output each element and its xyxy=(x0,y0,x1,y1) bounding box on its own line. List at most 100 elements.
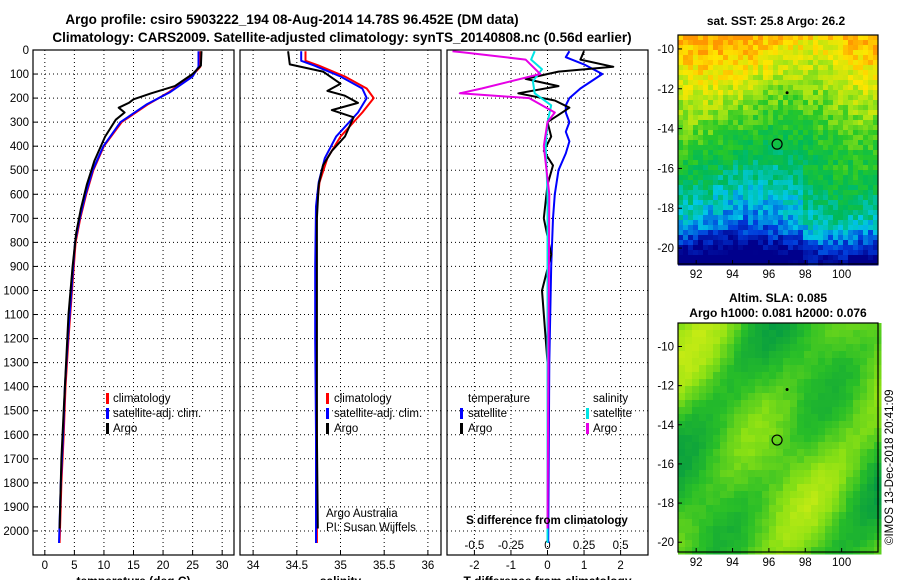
heatmap-cell xyxy=(863,140,869,146)
heatmap-cell xyxy=(703,160,709,166)
heatmap-cell xyxy=(713,35,719,41)
heatmap-cell xyxy=(783,210,789,216)
heatmap-cell xyxy=(698,40,704,46)
heatmap-cell xyxy=(818,260,824,266)
heatmap-cell xyxy=(693,210,699,216)
heatmap-cell xyxy=(783,421,791,429)
heatmap-cell xyxy=(708,110,714,116)
heatmap-cell xyxy=(803,125,809,131)
heatmap-cell xyxy=(808,65,814,71)
heatmap-cell xyxy=(860,547,868,555)
heatmap-cell xyxy=(763,65,769,71)
heatmap-cell xyxy=(833,250,839,256)
heatmap-cell xyxy=(768,195,774,201)
heatmap-cell xyxy=(853,323,861,331)
heatmap-cell xyxy=(703,190,709,196)
heatmap-cell xyxy=(873,180,879,186)
heatmap-cell xyxy=(778,225,784,231)
heatmap-cell xyxy=(803,70,809,76)
heatmap-cell xyxy=(783,414,791,422)
heatmap-cell xyxy=(713,110,719,116)
heatmap-cell xyxy=(723,165,729,171)
heatmap-cell xyxy=(693,65,699,71)
heatmap-cell xyxy=(703,200,709,206)
heatmap-cell xyxy=(803,235,809,241)
heatmap-cell xyxy=(713,245,719,251)
heatmap-cell xyxy=(678,393,686,401)
heatmap-cell xyxy=(713,470,721,478)
heatmap-cell xyxy=(793,240,799,246)
heatmap-cell xyxy=(868,165,874,171)
heatmap-cell xyxy=(868,80,874,86)
heatmap-cell xyxy=(808,40,814,46)
heatmap-cell xyxy=(783,255,789,261)
heatmap-cell xyxy=(703,60,709,66)
heatmap-cell xyxy=(728,70,734,76)
heatmap-cell xyxy=(873,135,879,141)
heatmap-cell xyxy=(683,105,689,111)
heatmap-cell xyxy=(823,130,829,136)
heatmap-cell xyxy=(748,160,754,166)
heatmap-cell xyxy=(828,100,834,106)
heatmap-cell xyxy=(741,337,749,345)
heatmap-cell xyxy=(728,40,734,46)
heatmap-cell xyxy=(748,120,754,126)
heatmap-cell xyxy=(832,456,840,464)
heatmap-cell xyxy=(713,255,719,261)
sla-map-title-line-2: Argo h1000: 0.081 h2000: 0.076 xyxy=(689,306,867,320)
heatmap-cell xyxy=(741,533,749,541)
heatmap-cell xyxy=(773,210,779,216)
heatmap-cell xyxy=(753,245,759,251)
sst-map-title: sat. SST: 25.8 Argo: 26.2 xyxy=(707,14,846,28)
heatmap-cell xyxy=(818,386,826,394)
y-tick-label: 900 xyxy=(10,261,29,273)
heatmap-cell xyxy=(723,240,729,246)
heatmap-cell xyxy=(741,386,749,394)
heatmap-cell xyxy=(708,255,714,261)
heatmap-cell xyxy=(685,400,693,408)
heatmap-cell xyxy=(798,190,804,196)
heatmap-cell xyxy=(758,170,764,176)
heatmap-cell xyxy=(738,90,744,96)
heatmap-cell xyxy=(693,75,699,81)
heatmap-cell xyxy=(723,150,729,156)
heatmap-cell xyxy=(846,512,854,520)
heatmap-cell xyxy=(848,170,854,176)
heatmap-cell xyxy=(832,400,840,408)
heatmap-cell xyxy=(755,505,763,513)
heatmap-cell xyxy=(846,365,854,373)
heatmap-cell xyxy=(843,180,849,186)
heatmap-cell xyxy=(738,220,744,226)
heatmap-cell xyxy=(698,140,704,146)
heatmap-cell xyxy=(734,540,742,548)
heatmap-cell xyxy=(838,235,844,241)
heatmap-cell xyxy=(741,421,749,429)
heatmap-cell xyxy=(823,55,829,61)
heatmap-cell xyxy=(833,125,839,131)
heatmap-cell xyxy=(838,50,844,56)
heatmap-cell xyxy=(868,200,874,206)
heatmap-cell xyxy=(867,449,875,457)
heatmap-cell xyxy=(733,60,739,66)
heatmap-cell xyxy=(678,110,684,116)
heatmap-cell xyxy=(790,435,798,443)
heatmap-cell xyxy=(706,442,714,450)
heatmap-cell xyxy=(783,526,791,534)
heatmap-cell xyxy=(768,155,774,161)
heatmap-cell xyxy=(838,260,844,266)
heatmap-cell xyxy=(813,65,819,71)
heatmap-cell xyxy=(706,428,714,436)
heatmap-cell xyxy=(860,491,868,499)
heatmap-cell xyxy=(683,135,689,141)
heatmap-cell xyxy=(692,428,700,436)
heatmap-cell xyxy=(873,210,879,216)
heatmap-cell xyxy=(843,245,849,251)
heatmap-cell xyxy=(678,115,684,121)
heatmap-cell xyxy=(773,80,779,86)
heatmap-cell xyxy=(823,230,829,236)
heatmap-cell xyxy=(683,160,689,166)
heatmap-cell xyxy=(733,85,739,91)
heatmap-cell xyxy=(699,463,707,471)
heatmap-cell xyxy=(685,449,693,457)
heatmap-cell xyxy=(727,400,735,408)
